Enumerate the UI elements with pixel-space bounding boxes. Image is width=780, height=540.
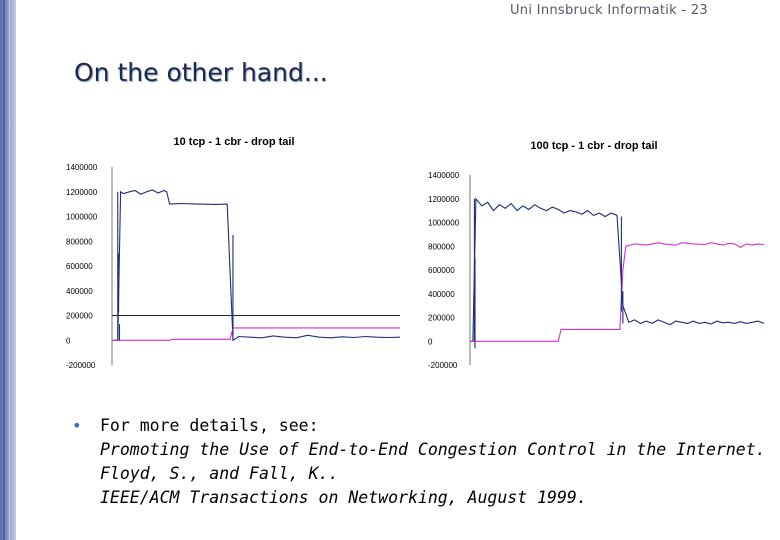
y-tick-label: 800000: [66, 237, 93, 246]
series-line-1: [112, 189, 401, 342]
reference-title: Promoting the Use of End-to-End Congesti…: [100, 440, 766, 459]
reference-authors: Floyd, S., and Fall, K..: [100, 464, 339, 483]
series-line-2: [470, 242, 765, 342]
chart-100tcp: 100 tcp - 1 cbr - drop tail 1400000 120000…: [412, 127, 774, 384]
slide-header: Uni Innsbruck Informatik - 23: [509, 3, 708, 18]
bullet-icon: •: [72, 416, 82, 435]
y-tick-label: 1000000: [428, 219, 460, 228]
chart-10tcp: 10 tcp - 1 cbr - drop tail 1400000 1200000…: [54, 127, 410, 379]
bullet-lead: For more details, see:: [100, 416, 319, 435]
y-tick-label: 1400000: [66, 163, 98, 172]
chart-title: 100 tcp - 1 cbr - drop tail: [530, 140, 657, 152]
y-tick-label: 400000: [66, 287, 93, 296]
series-line-2: [112, 327, 400, 341]
y-tick-label: 800000: [428, 242, 455, 251]
series-line-1: [470, 197, 765, 342]
y-tick-label: 400000: [428, 290, 455, 299]
y-tick-label: 200000: [428, 314, 455, 323]
chart-title: 10 tcp - 1 cbr - drop tail: [173, 136, 294, 148]
y-tick-label: 1000000: [66, 213, 98, 222]
y-tick-label: -200000: [66, 361, 96, 370]
y-tick-label: 1200000: [66, 188, 98, 197]
y-tick-label: 0: [428, 337, 433, 346]
y-tick-label: 600000: [428, 266, 455, 275]
y-tick-label: 1200000: [428, 195, 460, 204]
reference-bullet: • For more details, see: Promoting the U…: [72, 414, 766, 510]
y-tick-label: 600000: [66, 262, 93, 271]
reference-venue: IEEE/ACM Transactions on Networking, Aug…: [100, 488, 587, 507]
slide-title: On the other hand...: [74, 58, 328, 87]
y-tick-label: -200000: [428, 361, 458, 370]
y-tick-label: 1400000: [428, 171, 460, 180]
y-tick-label: 200000: [66, 312, 93, 321]
y-tick-label: 0: [66, 336, 71, 345]
left-stripe-decoration: [0, 0, 16, 540]
